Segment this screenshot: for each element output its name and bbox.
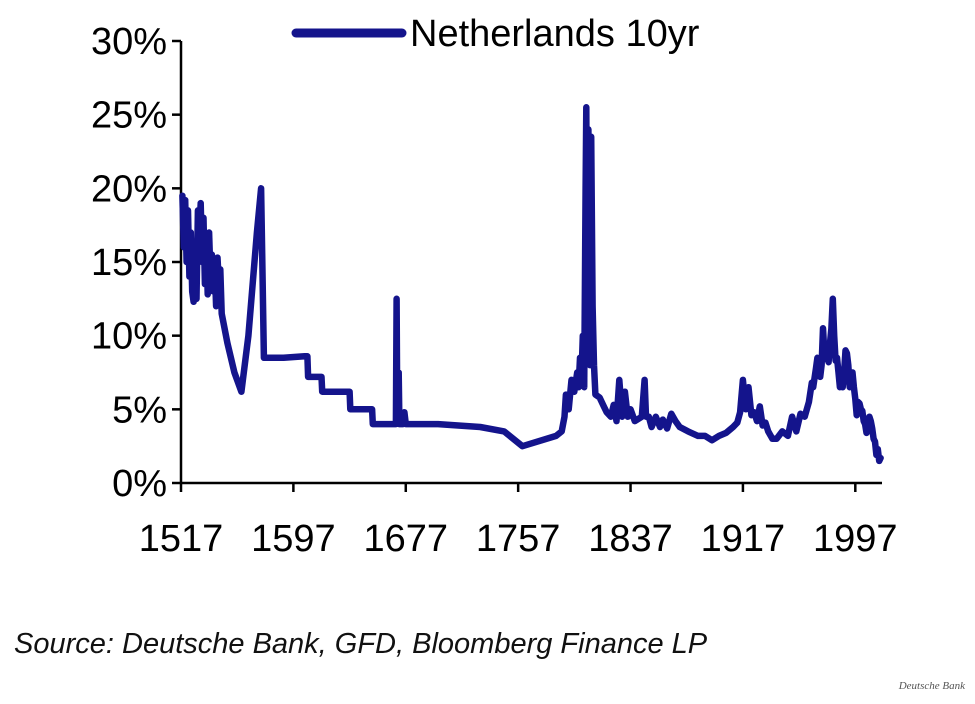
x-tick-label: 1837 — [588, 518, 673, 560]
y-tick-label: 15% — [91, 242, 167, 284]
plot-area — [179, 104, 884, 465]
x-axis: 1517 1597 1677 1757 1837 1917 1997 — [139, 481, 898, 560]
x-tick-label: 1597 — [251, 518, 336, 560]
y-tick-label: 25% — [91, 95, 167, 137]
legend: Netherlands 10yr — [291, 13, 700, 55]
y-axis: 0% 5% 10% 15% 20% 25% 30% — [91, 21, 183, 505]
y-tick-label: 20% — [91, 168, 167, 210]
series-line-netherlands-10yr — [179, 104, 884, 465]
y-tick-label: 5% — [112, 389, 167, 431]
line-chart: Netherlands 10yr 0% 5% 10% 15% 20% 25% 30% 151… — [91, 13, 898, 560]
legend-label-netherlands-10yr: Netherlands 10yr — [410, 13, 700, 55]
x-tick-label: 1517 — [139, 518, 224, 560]
x-tick-label: 1917 — [701, 518, 786, 560]
source-note: Source: Deutsche Bank, GFD, Bloomberg Fi… — [14, 628, 708, 660]
x-tick-label: 1677 — [363, 518, 448, 560]
y-tick-label: 30% — [91, 21, 167, 63]
x-tick-label: 1997 — [813, 518, 898, 560]
y-tick-label: 0% — [112, 463, 167, 505]
y-tick-label: 10% — [91, 316, 167, 358]
x-tick-label: 1757 — [476, 518, 561, 560]
watermark: Deutsche Bank — [898, 680, 965, 692]
